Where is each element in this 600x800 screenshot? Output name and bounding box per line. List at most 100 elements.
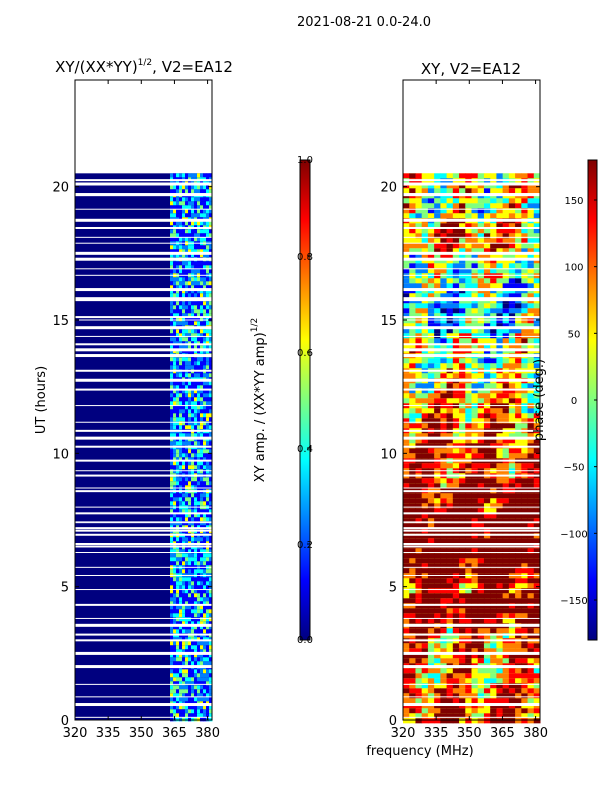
flagged-row [75, 405, 212, 407]
heatmap-cell [459, 718, 466, 724]
heatmap-cell [477, 383, 485, 389]
flagged-row [75, 388, 212, 391]
heatmap-cell [521, 328, 529, 334]
heatmap-cell [182, 421, 186, 426]
heatmap-cell [446, 633, 454, 639]
heatmap-cell [477, 618, 485, 624]
heatmap-cell [170, 577, 174, 582]
heatmap-cell [434, 333, 441, 339]
heatmap-cell [508, 243, 516, 249]
heatmap-cell [533, 228, 541, 234]
heatmap-cell [206, 269, 210, 274]
heatmap-cell [508, 588, 516, 594]
heatmap-cell [191, 425, 195, 430]
heatmap-cell [533, 513, 541, 519]
heatmap-cell [176, 617, 180, 622]
heatmap-cell [527, 198, 535, 204]
heatmap-cell [188, 201, 192, 206]
heatmap-cell [200, 441, 204, 446]
heatmap-cell [483, 493, 491, 499]
heatmap-cell [409, 613, 416, 619]
heatmap-cell [206, 649, 210, 654]
heatmap-cell [194, 413, 198, 418]
heatmap-cell [173, 645, 177, 650]
heatmap-cell [173, 521, 177, 526]
heatmap-cell [403, 693, 410, 699]
flagged-row [403, 703, 540, 707]
heatmap-cell [191, 197, 195, 202]
heatmap-cell [179, 265, 183, 270]
heatmap-cell [170, 629, 174, 634]
heatmap-cell [200, 685, 204, 690]
heatmap-cell [197, 421, 201, 426]
heatmap-cell [440, 698, 448, 704]
heatmap-cell [527, 293, 535, 299]
heatmap-cell [403, 278, 410, 284]
heatmap-cell [490, 343, 497, 349]
heatmap-cell [483, 673, 491, 679]
heatmap-cell [521, 593, 529, 599]
heatmap-cell [206, 605, 210, 610]
heatmap-cell [200, 537, 204, 542]
heatmap-cell [465, 413, 472, 419]
heatmap-cell [194, 277, 198, 282]
heatmap-cell [179, 345, 183, 350]
heatmap-cell [521, 278, 529, 284]
heatmap-cell [490, 523, 497, 529]
heatmap-cell [471, 313, 479, 319]
heatmap-cell [496, 273, 504, 279]
heatmap-cell [188, 213, 192, 218]
heatmap-cell [521, 293, 529, 299]
heatmap-cell [490, 283, 497, 289]
heatmap-cell [179, 173, 183, 178]
heatmap-cell [176, 629, 180, 634]
heatmap-cell [176, 289, 180, 294]
heatmap-cell [521, 563, 529, 569]
heatmap-cell [421, 263, 429, 269]
heatmap-cell [182, 229, 186, 234]
heatmap-cell [197, 389, 201, 394]
heatmap-cell [173, 185, 177, 190]
heatmap-cell [173, 673, 177, 678]
heatmap-cell [188, 253, 192, 258]
heatmap-cell [200, 293, 204, 298]
heatmap-cell [452, 363, 460, 369]
heatmap-cell [459, 538, 466, 544]
heatmap-cell [179, 465, 183, 470]
flagged-row [403, 522, 540, 524]
heatmap-cell [185, 433, 189, 438]
heatmap-cell [471, 483, 479, 489]
heatmap-cell [173, 385, 177, 390]
heatmap-cell [483, 268, 491, 274]
heatmap-cell [483, 563, 491, 569]
heatmap-cell [490, 198, 497, 204]
heatmap-cell [490, 668, 497, 674]
x-tick-label: 335 [96, 726, 121, 741]
heatmap-cell [173, 709, 177, 714]
heatmap-cell [415, 198, 423, 204]
heatmap-cell [182, 681, 186, 686]
heatmap-cell [191, 173, 195, 178]
heatmap-cell [209, 365, 213, 370]
heatmap-cell [477, 498, 485, 504]
heatmap-cell [421, 278, 429, 284]
heatmap-cell [521, 673, 529, 679]
heatmap-cell [179, 197, 183, 202]
heatmap-cell [459, 503, 466, 509]
heatmap-cell [188, 477, 192, 482]
heatmap-cell [496, 363, 504, 369]
heatmap-cell [508, 323, 516, 329]
heatmap-cell [521, 333, 529, 339]
heatmap-cell [194, 657, 198, 662]
heatmap-cell [173, 433, 177, 438]
heatmap-cell [415, 668, 423, 674]
heatmap-cell [483, 518, 491, 524]
heatmap-cell [471, 553, 479, 559]
heatmap-cell [465, 258, 472, 264]
heatmap-cell [170, 329, 174, 334]
heatmap-cell [477, 413, 485, 419]
heatmap-cell [182, 549, 186, 554]
heatmap-cell [452, 453, 460, 459]
heatmap-cell [459, 208, 466, 214]
heatmap-cell [496, 593, 504, 599]
